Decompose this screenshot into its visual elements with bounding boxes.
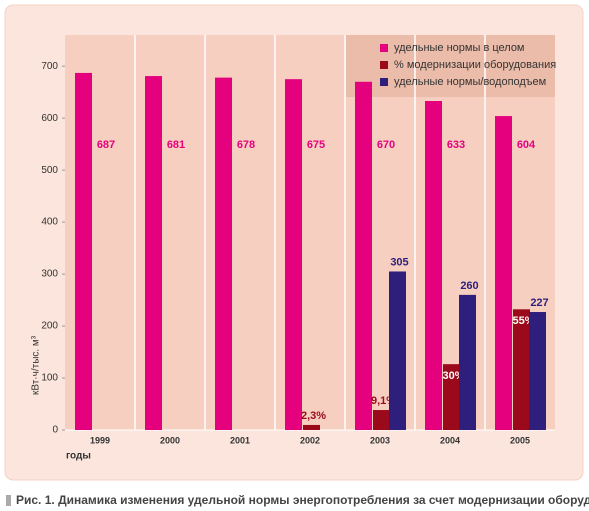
- bar: [425, 101, 442, 430]
- bar: [513, 309, 530, 430]
- y-tick-label: 400: [41, 217, 58, 228]
- bar: [75, 72, 92, 430]
- x-tick-label: 1999: [90, 435, 110, 445]
- legend-label: удельные нормы/водоподъем: [394, 76, 546, 88]
- value-label: 260: [460, 280, 478, 292]
- bar: [443, 364, 460, 430]
- x-tick-label: 2000: [160, 435, 180, 445]
- caption-marker: [6, 495, 11, 506]
- bar: [285, 79, 302, 430]
- x-tick-label: 2004: [440, 435, 460, 445]
- caption: Рис. 1. Динамика изменения удельной норм…: [16, 493, 589, 507]
- x-tick-label: 2003: [370, 435, 390, 445]
- legend-swatch: [380, 44, 388, 52]
- y-tick-label: 100: [41, 373, 58, 384]
- bar: [389, 271, 406, 430]
- value-label: 2,3%: [301, 410, 326, 422]
- bar: [459, 294, 476, 430]
- value-label: 305: [390, 256, 408, 268]
- bar: [303, 424, 320, 430]
- x-axis-label: годы: [66, 451, 91, 462]
- y-tick-label: 300: [41, 269, 58, 280]
- y-tick-label: 200: [41, 321, 58, 332]
- value-label: 633: [447, 139, 465, 151]
- y-axis-label: кВт·ч/тыс. м³: [31, 335, 42, 395]
- value-label: 678: [237, 139, 255, 151]
- x-tick-label: 2002: [300, 435, 320, 445]
- value-label: 604: [517, 139, 536, 151]
- bar: [355, 81, 372, 431]
- bar: [215, 77, 232, 431]
- value-label: 670: [377, 139, 395, 151]
- legend-label: удельные нормы в целом: [394, 42, 525, 54]
- x-tick-label: 2005: [510, 435, 530, 445]
- y-tick-label: 600: [41, 113, 58, 124]
- legend-swatch: [380, 78, 388, 86]
- y-tick-label: 0: [52, 425, 58, 436]
- legend-swatch: [380, 61, 388, 69]
- y-tick-label: 500: [41, 165, 58, 176]
- x-tick-label: 2001: [230, 435, 250, 445]
- legend-label: % модернизации оборудования: [394, 59, 556, 71]
- value-label: 681: [167, 139, 185, 151]
- value-label: 227: [530, 297, 548, 309]
- value-label: 675: [307, 139, 325, 151]
- bar: [373, 410, 390, 430]
- bar: [145, 76, 162, 431]
- bar: [495, 116, 512, 430]
- y-tick-label: 700: [41, 61, 58, 72]
- value-label: 687: [97, 139, 115, 151]
- bar: [529, 312, 546, 430]
